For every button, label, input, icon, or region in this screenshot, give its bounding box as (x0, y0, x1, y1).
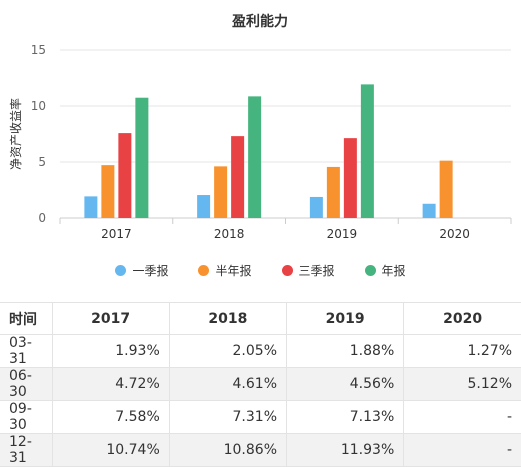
table-cell: 11.93% (285, 433, 405, 467)
legend-marker (281, 265, 293, 276)
table-cell: 10.86% (168, 433, 288, 467)
table-row: 09-30 7.58% 7.31% 7.13% - (0, 400, 521, 434)
y-axis-label: 净资产收益率 (8, 98, 23, 170)
table-cell: 1.93% (51, 334, 170, 368)
table-cell: 5.12% (403, 367, 521, 401)
legend-marker (364, 265, 376, 276)
legend-item[interactable]: 年报 (364, 262, 406, 279)
legend-item[interactable]: 一季报 (115, 262, 168, 279)
bar-2 (439, 160, 453, 218)
bar-1 (309, 196, 323, 218)
bar-4 (248, 96, 262, 218)
table-row: 03-31 1.93% 2.05% 1.88% 1.27% (0, 334, 521, 368)
legend-label: 半年报 (215, 264, 252, 278)
y-tick-label: 5 (38, 155, 46, 169)
bar-2 (101, 165, 115, 218)
bar-1 (197, 195, 211, 218)
table-cell: 1.88% (285, 334, 405, 368)
bar-4 (135, 97, 149, 218)
roe-table: 时间 2017 2018 2019 2020 03-31 1.93% 2.05% 1.… (0, 302, 521, 467)
y-tick-label: 15 (31, 43, 46, 57)
table-cell: 7.13% (285, 400, 405, 434)
x-tick-label: 2020 (439, 227, 470, 241)
chart-area: 盈利能力净资产收益率 0 5 10 15 2017 2018 2019 2020 一季报 半年报 三… (0, 13, 521, 279)
table-cell: 7.31% (168, 400, 288, 434)
row-label-cell: 09-30 (0, 400, 53, 434)
table-cell: 4.61% (168, 367, 288, 401)
x-tick-label: 2019 (327, 227, 358, 241)
legend-label: 一季报 (132, 264, 169, 278)
table-cell: 1.27% (403, 334, 521, 368)
bar-3 (231, 136, 245, 218)
table-header-cell: 2018 (168, 302, 288, 335)
bar-2 (326, 166, 340, 218)
table-cell: 2.05% (168, 334, 288, 368)
legend-label: 三季报 (298, 264, 335, 278)
bar-1 (84, 196, 98, 218)
table-header-row: 时间 2017 2018 2019 2020 (0, 302, 521, 335)
row-label-cell: 03-31 (0, 334, 53, 368)
legend-label: 年报 (381, 264, 406, 278)
table-cell: - (403, 433, 521, 467)
table-cell: 4.72% (51, 367, 170, 401)
legend-item[interactable]: 半年报 (198, 262, 252, 279)
table-header-cell: 2019 (285, 302, 405, 335)
chart-legend: 一季报 半年报 三季报 年报 (0, 262, 521, 279)
table-header-cell: 2017 (51, 302, 170, 335)
bar-4 (360, 84, 374, 218)
table-row: 12-31 10.74% 10.86% 11.93% - (0, 433, 521, 467)
bar-1 (422, 203, 436, 218)
table-cell: 4.56% (285, 367, 405, 401)
chart-title: 盈利能力 (231, 13, 288, 30)
row-label-cell: 06-30 (0, 367, 53, 401)
y-tick-label: 0 (38, 211, 46, 225)
x-tick-label: 2017 (101, 227, 132, 241)
table-cell: 7.58% (51, 400, 170, 434)
legend-marker (115, 265, 127, 276)
bar-3 (343, 138, 357, 218)
table-header-cell: 时间 (0, 302, 53, 335)
table-row: 06-30 4.72% 4.61% 4.56% 5.12% (0, 367, 521, 401)
x-tick-label: 2018 (214, 227, 245, 241)
bar-3 (118, 133, 132, 218)
legend-marker (198, 265, 210, 276)
table-header-cell: 2020 (403, 302, 521, 335)
bar-2 (214, 166, 228, 218)
table-cell: - (403, 400, 521, 434)
y-tick-label: 10 (31, 99, 46, 113)
legend-item[interactable]: 三季报 (281, 262, 335, 279)
